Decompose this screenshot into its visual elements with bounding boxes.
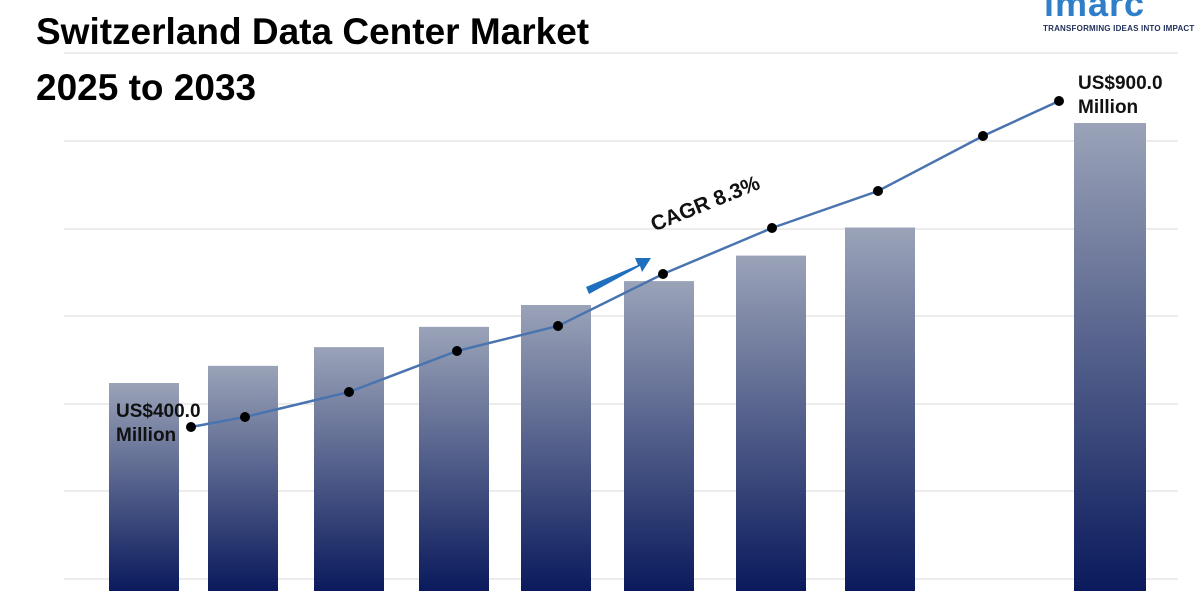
trend-point-10 (1054, 96, 1064, 106)
trend-point-7 (767, 223, 777, 233)
trend-point-3 (344, 387, 354, 397)
trend-point-2 (240, 412, 250, 422)
end-value-unit: Million (1078, 97, 1139, 118)
bar-2 (208, 365, 278, 591)
bars (109, 123, 1146, 591)
trend-point-1 (186, 422, 196, 432)
bar-6 (624, 281, 694, 591)
trend-point-6 (658, 269, 668, 279)
trend-line-group (186, 96, 1064, 432)
trend-point-5 (553, 321, 563, 331)
trend-line (190, 99, 1060, 429)
bar-7 (736, 255, 806, 591)
start-value-amount: US$400.0 (116, 401, 201, 422)
logo-wordmark: imarc (1044, 0, 1146, 24)
bar-4 (419, 326, 489, 591)
bar-8 (845, 227, 915, 591)
start-value-unit: Million (116, 425, 177, 446)
imarc-logo: imarc TRANSFORMING IDEAS INTO IMPACT (1020, 0, 1200, 38)
cagr-arrow (586, 258, 651, 294)
bar-1 (109, 383, 179, 591)
end-value-label: US$900.0 Million (1078, 72, 1163, 120)
title-line-2: 2025 to 2033 (36, 67, 257, 108)
page-title: Switzerland Data Center Market 2025 to 2… (36, 4, 589, 116)
cagr-arrow-icon (586, 258, 651, 294)
trend-point-9 (978, 131, 988, 141)
trend-point-4 (452, 346, 462, 356)
title-line-1: Switzerland Data Center Market (36, 11, 590, 52)
bar-5 (521, 305, 591, 591)
trend-point-8 (873, 186, 883, 196)
bar-9 (1074, 123, 1146, 591)
end-value-amount: US$900.0 (1078, 73, 1163, 94)
start-value-label: US$400.0 Million (116, 400, 201, 448)
logo-tagline: TRANSFORMING IDEAS INTO IMPACT (1043, 24, 1195, 33)
